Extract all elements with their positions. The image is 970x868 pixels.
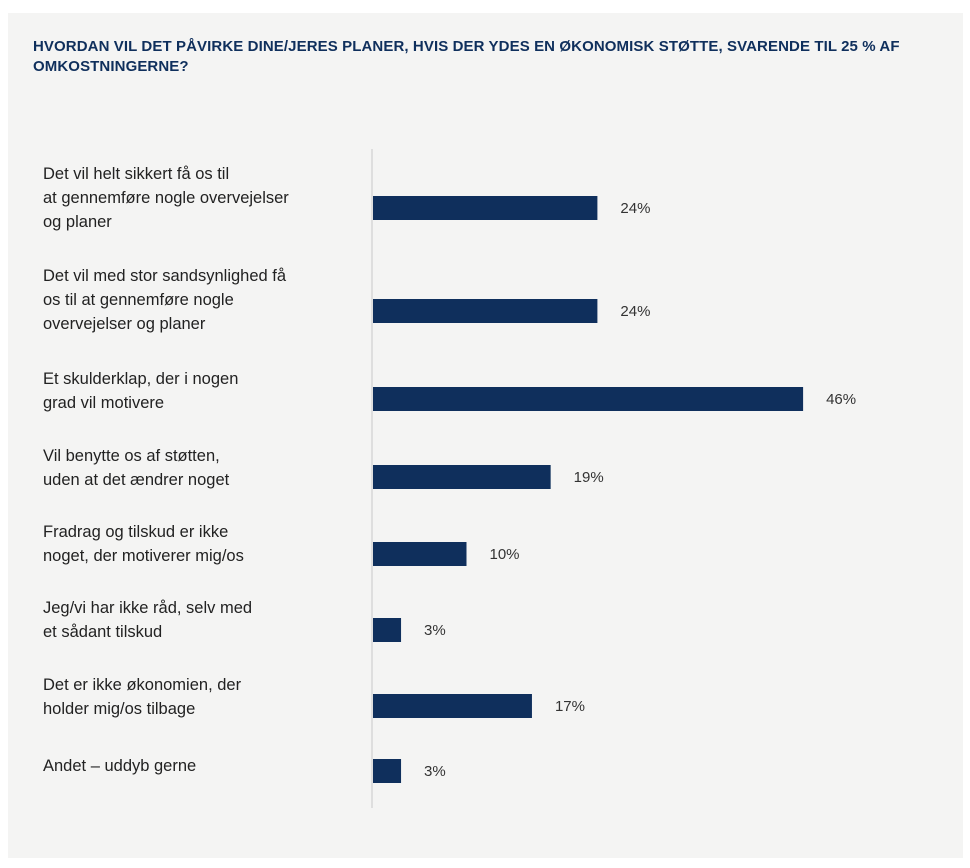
bar [373,618,402,642]
bar-value-label: 46% [826,391,856,408]
category-label: Et skulderklap, der i nogen grad vil mot… [43,370,239,412]
category-label: Fradrag og tilskud er ikke noget, der mo… [43,523,244,565]
bar-value-label: 3% [424,622,446,639]
bar [373,196,598,220]
category-label: Jeg/vi har ikke råd, selv med et sådant … [43,599,253,641]
category-label: Det vil med stor sandsynlighed få os til… [43,267,287,333]
bar-value-label: 24% [620,303,650,320]
bar [373,465,551,489]
bar [373,542,467,566]
bar-value-label: 17% [555,698,585,715]
bar [373,694,532,718]
bar-value-label: 19% [574,469,604,486]
category-label: Det er ikke økonomien, der holder mig/os… [43,676,242,718]
bar-value-label: 3% [424,763,446,780]
bar [373,299,598,323]
category-label: Vil benytte os af støtten, uden at det æ… [43,447,230,489]
bar [373,759,402,783]
category-label: Det vil helt sikkert få os til at gennem… [43,165,289,231]
bar-value-label: 10% [490,546,520,563]
category-label: Andet – uddyb gerne [43,757,197,775]
bar [373,387,804,411]
chart-title: HVORDAN VIL DET PÅVIRKE DINE/JERES PLANE… [33,38,900,75]
bar-value-label: 24% [620,200,650,217]
